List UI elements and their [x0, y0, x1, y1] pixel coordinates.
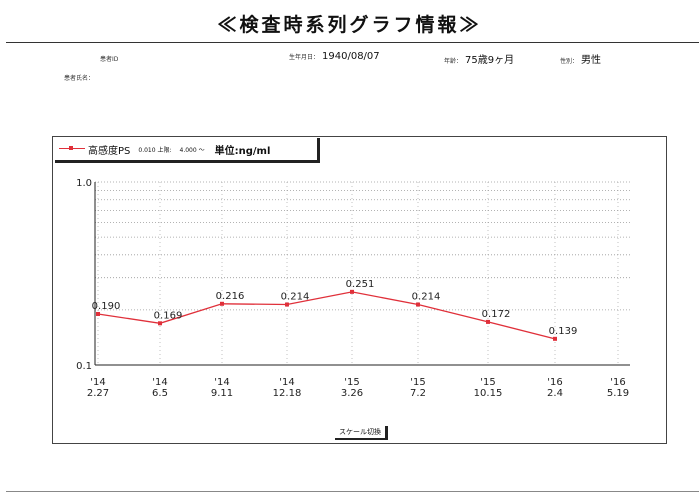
data-label: 0.214 — [412, 292, 441, 303]
series-line — [97, 291, 556, 340]
x-tick-date-label: 7.2 — [410, 388, 426, 399]
chart-legend: 高感度PS 0.010 上限: 4.000 ～ 単位:ng/ml — [55, 138, 320, 163]
footer-divider — [6, 491, 699, 492]
x-tick-year-label: '14 — [90, 377, 105, 388]
age-field: 年齢： 75歳9ヶ月 — [444, 51, 514, 66]
legend-series-name: 高感度PS — [88, 145, 131, 157]
x-tick-date-label: 10.15 — [474, 388, 503, 399]
y-tick-label: 1.0 — [76, 178, 92, 189]
sex-field: 性別： 男性 — [560, 51, 601, 66]
x-tick-year-label: '15 — [410, 377, 425, 388]
data-point — [350, 289, 354, 294]
x-tick-year-label: '14 — [214, 377, 229, 388]
scale-toggle-button[interactable]: スケール切換 — [335, 426, 388, 440]
data-label: 0.169 — [154, 310, 183, 321]
data-label: 0.190 — [92, 301, 121, 312]
data-label: 0.139 — [549, 326, 578, 337]
data-point — [285, 302, 289, 307]
y-tick-label: 0.1 — [76, 361, 92, 372]
data-point — [486, 319, 490, 324]
x-tick-year-label: '14 — [279, 377, 294, 388]
x-tick-date-label: 3.26 — [341, 388, 363, 399]
x-tick-date-label: 2.4 — [547, 388, 563, 399]
data-label: 0.216 — [216, 291, 245, 302]
x-tick-year-label: '15 — [344, 377, 359, 388]
data-point — [158, 321, 162, 326]
x-tick-year-label: '14 — [152, 377, 167, 388]
birthdate-field: 生年月日： 1940/08/07 — [289, 51, 380, 62]
birthdate-label: 生年月日： — [289, 54, 320, 61]
data-point — [416, 302, 420, 307]
data-label: 0.251 — [346, 279, 375, 290]
x-tick-year-label: '16 — [547, 377, 562, 388]
x-tick-year-label: '16 — [610, 377, 625, 388]
data-point — [553, 336, 557, 341]
x-tick-date-label: 2.27 — [87, 388, 109, 399]
patient-id-field: 患者ID — [100, 54, 118, 64]
data-label: 0.214 — [281, 292, 310, 303]
sex-label: 性別： — [560, 58, 579, 65]
legend-lower-limit: 0.010 上限: — [138, 146, 172, 154]
x-tick-date-label: 6.5 — [152, 388, 168, 399]
sex-value: 男性 — [581, 55, 602, 66]
header-divider — [6, 42, 699, 43]
chart-frame — [52, 136, 667, 444]
data-point — [96, 311, 100, 316]
patient-name-label: 患者氏名： — [64, 75, 95, 82]
data-label: 0.172 — [482, 309, 511, 320]
x-tick-date-label: 12.18 — [273, 388, 302, 399]
x-tick-date-label: 5.19 — [607, 388, 629, 399]
patient-id-label: 患者ID — [100, 56, 119, 63]
age-value: 75歳9ヶ月 — [465, 55, 515, 66]
x-tick-date-label: 9.11 — [211, 388, 233, 399]
legend-upper-limit: 4.000 ～ — [179, 146, 205, 154]
legend-line-swatch-icon — [59, 144, 85, 154]
patient-name-field: 患者氏名： — [64, 73, 94, 83]
legend-unit: 単位:ng/ml — [214, 145, 271, 157]
data-point — [220, 301, 224, 306]
age-label: 年齢： — [444, 58, 463, 65]
page-title: ≪検査時系列グラフ情報≫ — [217, 14, 482, 36]
x-tick-year-label: '15 — [480, 377, 495, 388]
birthdate-value: 1940/08/07 — [322, 51, 380, 62]
